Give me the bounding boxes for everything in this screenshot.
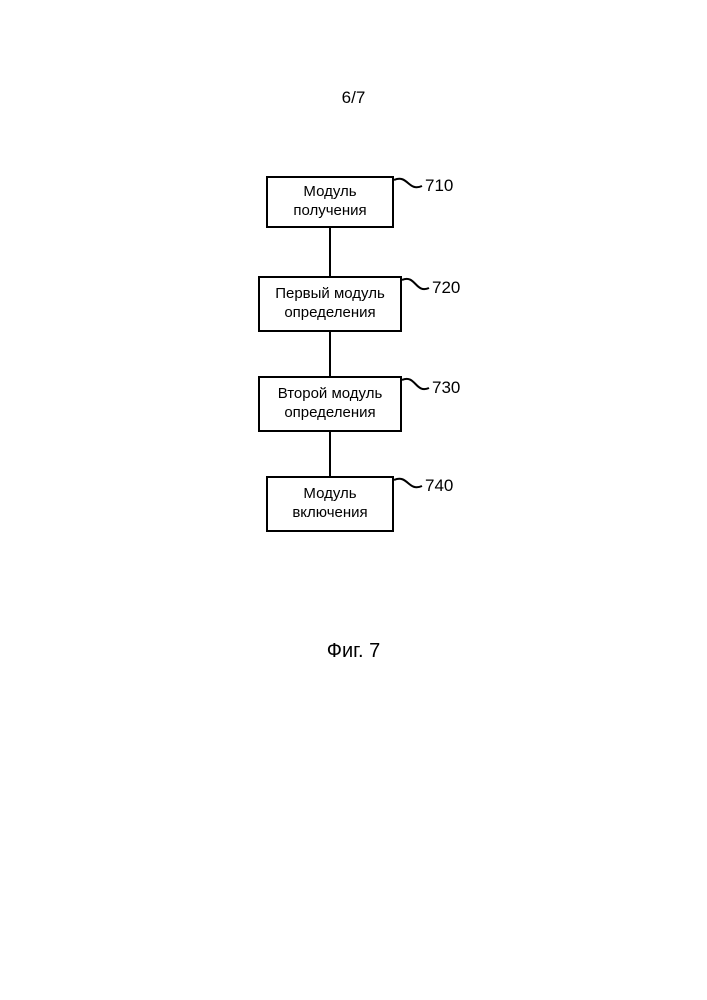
reference-connector <box>402 372 435 396</box>
reference-connector <box>394 172 428 194</box>
node-label: Модуль включения <box>292 485 367 523</box>
flowchart-diagram: Модуль получения 710 Первый модуль определ… <box>0 170 707 650</box>
flowchart-node: Второй модуль определения <box>258 376 402 432</box>
reference-connector <box>402 272 435 296</box>
page: 6/7 Модуль получения 710 Первый модуль опр… <box>0 0 707 1000</box>
reference-label: 740 <box>425 476 453 496</box>
flowchart-edge <box>329 432 331 476</box>
reference-label: 710 <box>425 176 453 196</box>
flowchart-edge <box>329 228 331 276</box>
reference-label: 720 <box>432 278 460 298</box>
reference-connector <box>394 472 428 494</box>
flowchart-node: Первый модуль определения <box>258 276 402 332</box>
reference-label: 730 <box>432 378 460 398</box>
page-number: 6/7 <box>0 88 707 108</box>
node-label: Первый модуль определения <box>275 285 385 323</box>
node-label: Модуль получения <box>293 183 366 221</box>
flowchart-edge <box>329 332 331 376</box>
flowchart-node: Модуль получения <box>266 176 394 228</box>
flowchart-node: Модуль включения <box>266 476 394 532</box>
figure-caption: Фиг. 7 <box>0 640 707 663</box>
node-label: Второй модуль определения <box>278 385 383 423</box>
